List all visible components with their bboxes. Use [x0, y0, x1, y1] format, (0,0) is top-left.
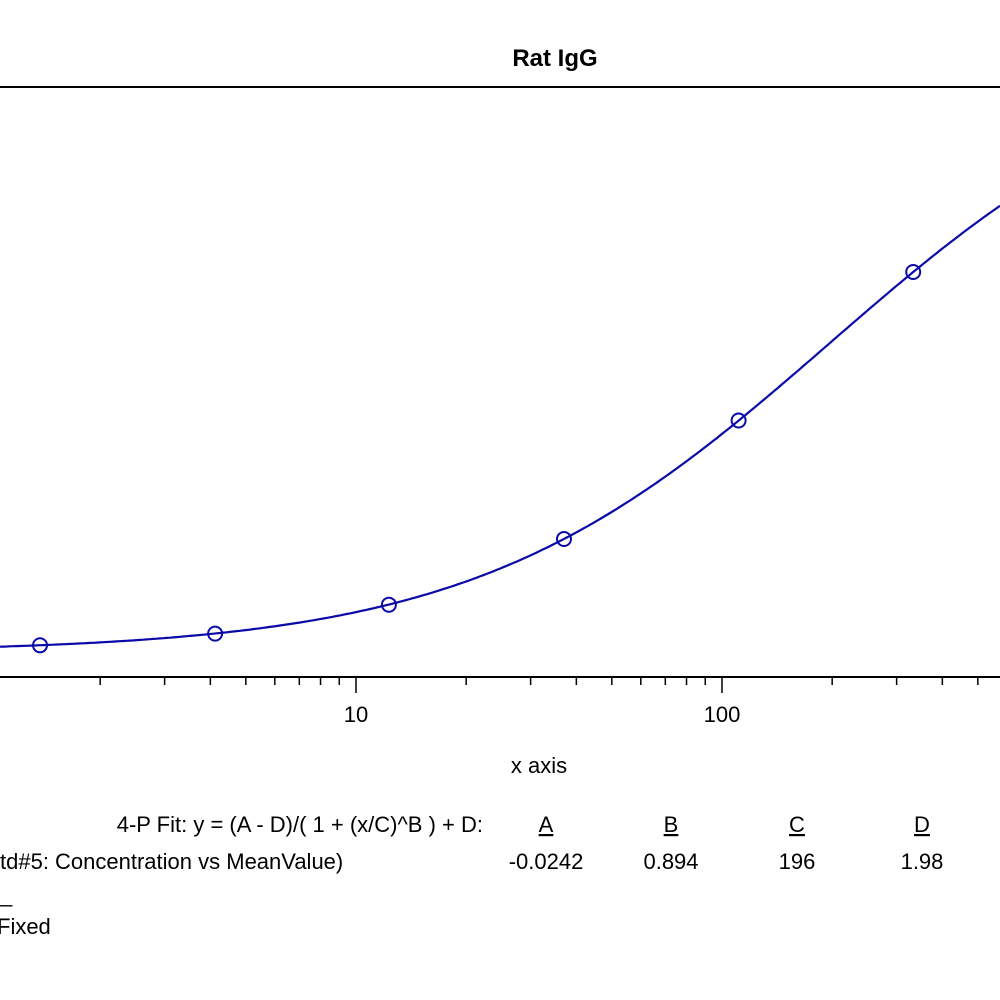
fit-value-a: -0.0242: [509, 849, 584, 874]
data-point-3: [380, 596, 397, 613]
fit-header-b: B: [664, 812, 679, 837]
data-point-4: [556, 531, 572, 547]
fit-equation: 4-P Fit: y = (A - D)/( 1 + (x/C)^B ) + D…: [117, 812, 483, 837]
fit-header-c: C: [789, 812, 805, 837]
data-points: [32, 264, 922, 654]
fit-curve: [0, 204, 1000, 648]
chart-title: Rat IgG: [512, 45, 597, 72]
fit-header-a: A: [539, 812, 554, 837]
data-point-5: [730, 412, 747, 429]
fit-value-c: 196: [779, 849, 816, 874]
footer-fixed: Fixed: [0, 914, 51, 939]
x-tick-label-100: 100: [704, 702, 741, 727]
data-point-2: [207, 625, 224, 642]
footer-underscore: _: [0, 882, 13, 907]
fit-value-d: 1.98: [901, 849, 944, 874]
x-axis-ticks: [99, 677, 979, 693]
fit-row-label: td#5: Concentration vs MeanValue): [0, 849, 343, 874]
fit-value-b: 0.894: [643, 849, 698, 874]
x-tick-label-10: 10: [344, 702, 368, 727]
data-point-1: [32, 637, 48, 654]
fit-header-d: D: [914, 812, 930, 837]
x-axis-title: x axis: [511, 753, 567, 778]
data-point-6: [905, 264, 922, 280]
